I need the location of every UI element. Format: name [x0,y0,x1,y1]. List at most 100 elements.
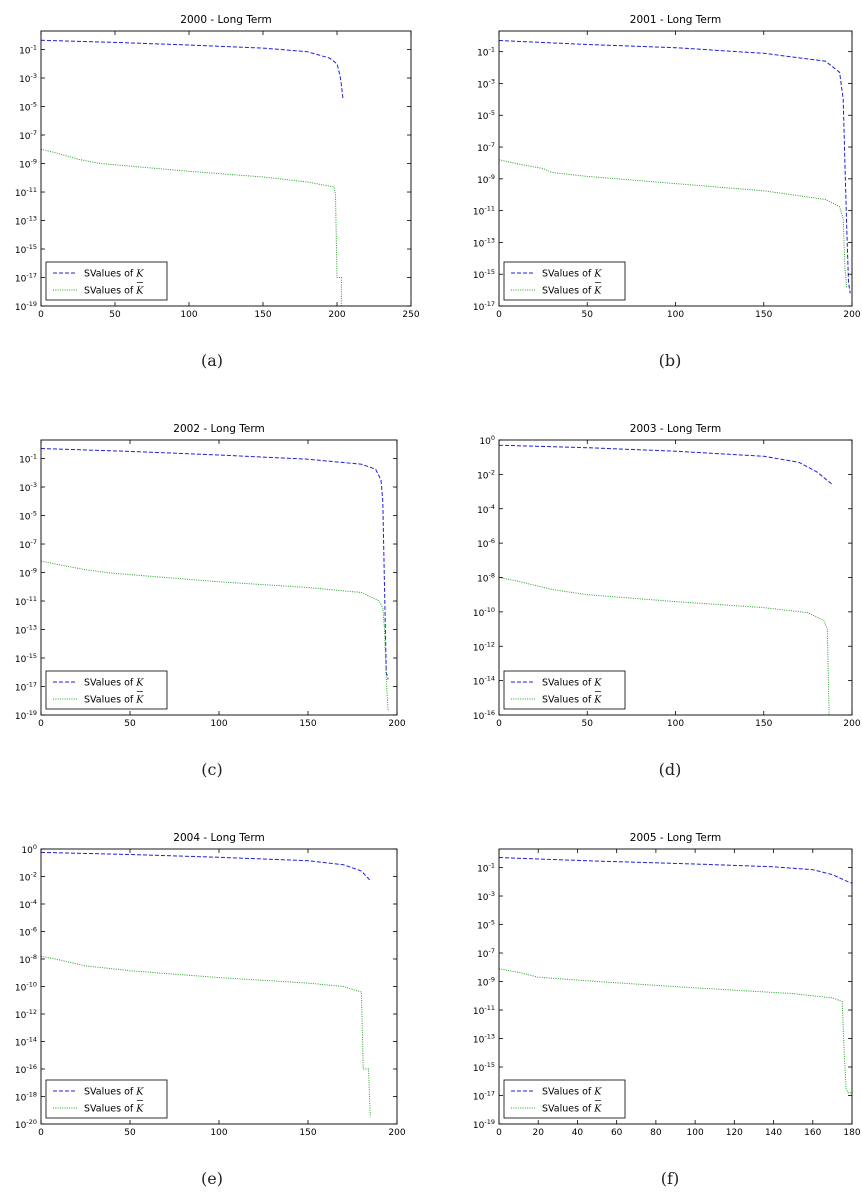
x-tick-label: 180 [843,1128,860,1138]
x-tick-label: 20 [532,1128,544,1138]
plot-frame [498,439,853,716]
legend-label: SValues of K [542,286,602,297]
x-tick-label: 50 [124,1128,136,1138]
y-tick-label: 10-7 [19,538,37,551]
series-line-k-bar [41,148,342,306]
y-tick-label: 10-19 [15,709,37,722]
y-tick-label: 10-13 [15,215,37,228]
y-tick-label: 100 [479,434,495,447]
legend-label: SValues of K [84,286,144,297]
y-tick-label: 10-17 [15,681,37,694]
x-tick-label: 100 [667,310,684,320]
y-tick-label: 10-12 [473,640,495,653]
plot-frame [498,848,853,1125]
x-tick-label: 150 [299,1128,316,1138]
x-tick-label: 200 [388,1128,405,1138]
subfigure-caption: (b) [658,351,682,370]
y-tick-label: 10-20 [15,1118,37,1131]
series-line-k [499,40,851,294]
legend-label: SValues of K [542,1104,602,1115]
x-tick-label: 100 [667,719,684,729]
x-tick-label: 100 [180,310,197,320]
y-tick-label: 10-15 [473,268,495,281]
legend-label: SValues of K [542,695,602,706]
y-tick-label: 10-9 [477,976,495,989]
legend-label: SValues of K [542,1087,602,1098]
y-tick-label: 10-5 [477,919,495,932]
chart-title: 2005 - Long Term [630,832,721,844]
series-line-k-bar [41,560,389,711]
y-tick-label: 10-3 [19,72,37,85]
series-line-k [41,448,389,680]
legend-label: SValues of K [542,269,602,280]
x-tick-label: 0 [38,310,44,320]
y-tick-label: 10-4 [19,898,37,911]
y-tick-label: 10-3 [477,77,495,90]
subfigure-caption: (e) [201,1169,223,1188]
y-tick-label: 10-10 [15,981,37,994]
x-tick-label: 150 [299,719,316,729]
y-tick-label: 10-11 [473,1004,495,1017]
x-tick-label: 100 [687,1128,704,1138]
legend-box [503,1079,626,1119]
x-tick-label: 100 [210,719,227,729]
y-tick-label: 10-9 [19,158,37,171]
chart-panel-6: 2005 - Long Term 0 20 40 60 80 100 120 140 160 180… [473,832,861,1138]
x-tick-label: 0 [38,1128,44,1138]
y-tick-label: 10-15 [15,652,37,665]
y-tick-label: 10-1 [19,44,37,57]
plot-frame [40,30,412,307]
x-tick-label: 200 [388,719,405,729]
y-tick-label: 10-15 [15,243,37,256]
y-tick-label: 10-5 [477,109,495,122]
series-line-k [499,444,833,486]
x-tick-label: 200 [843,719,860,729]
legend: SValues of K SValues of K [45,1079,168,1119]
x-tick-label: 250 [402,310,419,320]
x-tick-label: 100 [210,1128,227,1138]
y-tick-label: 10-19 [473,1118,495,1131]
legend-box [503,261,626,301]
plot-frame [40,439,398,716]
series-line-k-bar [499,968,852,1094]
subfigure-caption: (a) [200,351,224,370]
y-tick-label: 10-11 [15,595,37,608]
legend: SValues of K SValues of K [45,670,168,710]
legend-label: SValues of K [542,678,602,689]
chart-title: 2004 - Long Term [173,832,264,844]
y-tick-label: 10-2 [477,468,495,481]
y-tick-label: 10-1 [19,453,37,466]
y-tick-label: 10-16 [15,1063,37,1076]
series-line-k-bar [499,159,848,289]
x-tick-label: 120 [726,1128,743,1138]
legend-label: SValues of K [84,1104,144,1115]
legend-label: SValues of K [84,695,144,706]
legend-label: SValues of K [84,1087,144,1098]
y-tick-label: 10-16 [473,709,495,722]
series-line-k [41,39,344,99]
x-tick-label: 150 [254,310,271,320]
chart-panel-3: 2002 - Long Term 0 50 100 150 200 10-1 10-3 10-5… [15,423,406,729]
y-tick-label: 10-3 [477,890,495,903]
y-tick-label: 10-6 [19,926,37,939]
chart-panel-4: 2003 - Long Term 0 50 100 150 200 100 10-2 10-4 1… [473,423,861,729]
y-tick-label: 10-17 [473,1090,495,1103]
chart-panel-2: 2001 - Long Term 0 50 100 150 200 10-1 10-3 10-5… [473,14,861,320]
y-tick-label: 10-14 [473,675,495,688]
plot-frame [40,848,398,1125]
y-tick-label: 10-18 [15,1091,37,1104]
chart-title: 2001 - Long Term [630,14,721,26]
y-tick-label: 10-1 [477,46,495,59]
y-tick-label: 10-10 [473,606,495,619]
x-tick-label: 200 [328,310,345,320]
y-tick-label: 10-8 [19,953,37,966]
y-tick-label: 10-19 [15,300,37,313]
legend: SValues of K SValues of K [503,670,626,710]
y-tick-label: 10-7 [477,947,495,960]
y-tick-label: 10-1 [477,862,495,875]
y-tick-label: 10-13 [15,624,37,637]
x-tick-label: 80 [650,1128,662,1138]
legend-label: SValues of K [84,678,144,689]
y-tick-label: 10-5 [19,510,37,523]
